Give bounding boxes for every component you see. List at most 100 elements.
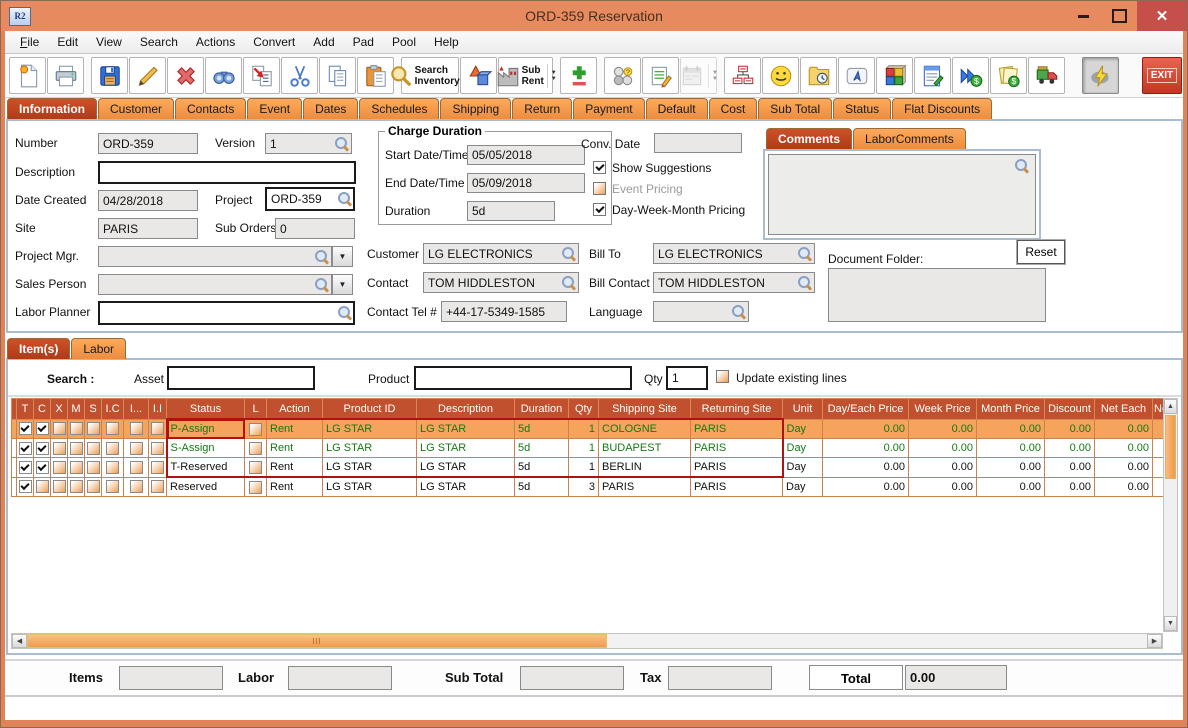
- site-field[interactable]: [98, 218, 198, 239]
- row-checkbox-c[interactable]: [35, 460, 49, 474]
- bill-to-lookup-icon[interactable]: [798, 246, 812, 261]
- delete-button[interactable]: [167, 57, 204, 94]
- row-checkbox-l[interactable]: [249, 422, 262, 436]
- pool-circles-button[interactable]: ?: [604, 57, 641, 94]
- version-field[interactable]: [265, 133, 352, 154]
- horizontal-scroll-thumb[interactable]: [27, 634, 607, 648]
- update-existing-lines-checkbox[interactable]: [716, 370, 729, 383]
- tab-shipping[interactable]: Shipping: [440, 98, 512, 119]
- cell-returning_site[interactable]: PARIS: [690, 476, 783, 497]
- project-mgr-dropdown-button[interactable]: ▼: [332, 246, 353, 267]
- row-checkbox-i-i[interactable]: [150, 422, 164, 436]
- cell-month_price[interactable]: 0.00: [976, 476, 1045, 497]
- customer-field[interactable]: [423, 243, 579, 264]
- description-field[interactable]: [98, 161, 356, 184]
- invoice-button[interactable]: $: [990, 57, 1027, 94]
- row-checkbox-t[interactable]: [18, 422, 32, 436]
- cell-product_id[interactable]: LG STAR: [322, 418, 417, 439]
- sub-orders-field[interactable]: [275, 218, 355, 239]
- cell-net_each[interactable]: 0.00: [1094, 457, 1153, 478]
- number-field[interactable]: [98, 133, 198, 154]
- tab-sub-total[interactable]: Sub Total: [758, 98, 833, 119]
- row-checkbox-i-c[interactable]: [106, 422, 119, 436]
- tab-schedules[interactable]: Schedules: [359, 98, 440, 119]
- cell-product_id[interactable]: LG STAR: [322, 476, 417, 497]
- row-checkbox-t[interactable]: [18, 480, 32, 494]
- labor-total-field[interactable]: [288, 666, 392, 690]
- blocks-button[interactable]: [876, 57, 913, 94]
- reset-button[interactable]: Reset: [1016, 239, 1066, 265]
- print-button[interactable]: [47, 57, 84, 94]
- qty-input[interactable]: [666, 366, 708, 390]
- day-week-month-pricing-checkbox[interactable]: [593, 203, 606, 216]
- tab-return[interactable]: Return: [512, 98, 573, 119]
- row-checkbox-x[interactable]: [52, 422, 66, 436]
- show-suggestions-checkbox[interactable]: [593, 161, 606, 174]
- cell-week_price[interactable]: 0.00: [908, 438, 977, 458]
- cell-week_price[interactable]: 0.00: [908, 418, 977, 439]
- tab-cost[interactable]: Cost: [708, 98, 758, 119]
- maximize-button[interactable]: [1101, 1, 1137, 31]
- cell-status[interactable]: P-Assign: [165, 418, 245, 439]
- language-lookup-icon[interactable]: [732, 304, 746, 319]
- tab-labor[interactable]: Labor: [71, 338, 127, 359]
- row-checkbox-i[interactable]: [129, 460, 143, 474]
- cell-discount[interactable]: 0.00: [1044, 418, 1095, 439]
- menu-item-pad[interactable]: Pad: [352, 35, 374, 49]
- cell-product_id[interactable]: LG STAR: [322, 457, 417, 478]
- row-checkbox-s[interactable]: [86, 441, 100, 455]
- tab-payment[interactable]: Payment: [573, 98, 645, 119]
- project-lookup-icon[interactable]: [338, 192, 352, 206]
- row-checkbox-i-i[interactable]: [151, 480, 164, 494]
- scroll-left-button[interactable]: ◀: [12, 634, 27, 648]
- contact-tel-field[interactable]: [441, 301, 567, 322]
- cell-unit[interactable]: Day: [782, 457, 823, 478]
- cell-returning_site[interactable]: PARIS: [690, 418, 784, 439]
- cell-status[interactable]: T-Reserved: [165, 457, 245, 478]
- asset-search-input[interactable]: [167, 366, 315, 390]
- menu-item-view[interactable]: View: [96, 35, 122, 49]
- row-checkbox-i[interactable]: [129, 422, 143, 436]
- comments-textarea[interactable]: [769, 155, 1035, 234]
- tab-flat-discounts[interactable]: Flat Discounts: [892, 98, 993, 119]
- dropdown-chevron-icon[interactable]: ▼▼: [546, 63, 557, 88]
- tax-field[interactable]: [668, 666, 772, 690]
- row-checkbox-c[interactable]: [35, 480, 49, 494]
- exit-button[interactable]: EXIT: [1142, 57, 1182, 94]
- cell-net_each[interactable]: 0.00: [1094, 438, 1153, 458]
- cell-net_each[interactable]: 0.00: [1094, 418, 1153, 439]
- cell-returning_site[interactable]: PARIS: [690, 457, 784, 478]
- cell-unit[interactable]: Day: [782, 438, 823, 458]
- tab-item-s[interactable]: Item(s): [7, 338, 71, 359]
- row-checkbox-i[interactable]: [129, 480, 143, 494]
- tab-laborcomments[interactable]: LaborComments: [853, 128, 966, 149]
- row-checkbox-i-c[interactable]: [106, 441, 119, 455]
- cell-day_each_price[interactable]: 0.00: [822, 418, 909, 439]
- shortcut-key-button[interactable]: [838, 57, 875, 94]
- cell-month_price[interactable]: 0.00: [976, 438, 1045, 458]
- product-search-input[interactable]: [414, 366, 632, 390]
- row-checkbox-c[interactable]: [35, 422, 49, 436]
- cut-button[interactable]: [281, 57, 318, 94]
- event-pricing-checkbox[interactable]: [593, 182, 606, 195]
- sub-rent-button[interactable]: Sub Rent ▼ ▼: [497, 57, 557, 94]
- tab-event[interactable]: Event: [247, 98, 303, 119]
- customer-lookup-icon[interactable]: [562, 246, 576, 261]
- cell-qty[interactable]: 1: [568, 457, 599, 478]
- contact-lookup-icon[interactable]: [562, 275, 576, 290]
- cell-discount[interactable]: 0.00: [1044, 457, 1095, 478]
- cell-description[interactable]: LG STAR: [416, 457, 515, 478]
- calendar-button[interactable]: ▼ ▼: [680, 57, 718, 94]
- horizontal-scrollbar[interactable]: ◀ ▶: [11, 633, 1163, 649]
- row-checkbox-l[interactable]: [249, 441, 262, 455]
- bill-to-field[interactable]: [653, 243, 815, 264]
- row-checkbox-m[interactable]: [69, 460, 83, 474]
- cell-ne_cut[interactable]: [1152, 476, 1165, 497]
- language-field[interactable]: [653, 301, 749, 322]
- row-checkbox-m[interactable]: [69, 480, 83, 494]
- cell-shipping_site[interactable]: COLOGNE: [598, 418, 691, 439]
- row-checkbox-i-c[interactable]: [106, 460, 119, 474]
- notes-button[interactable]: [642, 57, 679, 94]
- row-checkbox-t[interactable]: [18, 460, 32, 474]
- row-checkbox-s[interactable]: [86, 422, 100, 436]
